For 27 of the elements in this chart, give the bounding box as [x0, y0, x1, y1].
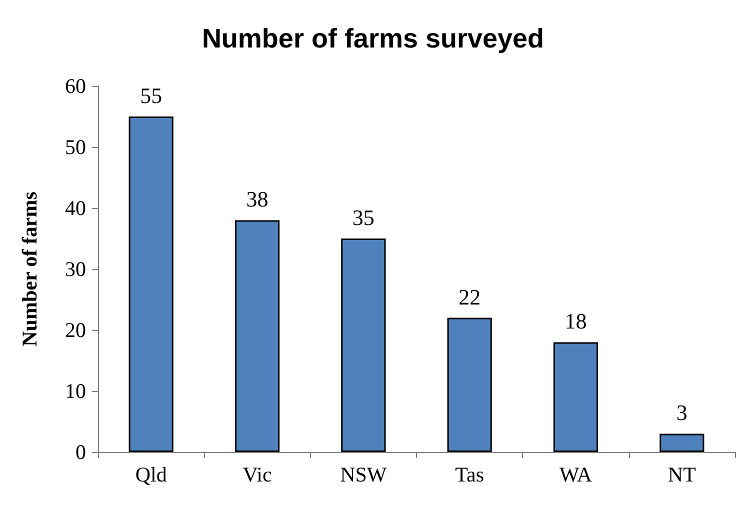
- x-tick-label: WA: [559, 462, 593, 486]
- y-tick-label: 50: [65, 135, 86, 159]
- y-tick-label: 30: [65, 257, 86, 281]
- x-tick-label: Tas: [455, 462, 484, 486]
- data-label: 3: [676, 400, 688, 426]
- bar: [341, 238, 386, 452]
- x-tick-label: NSW: [340, 462, 387, 486]
- y-axis-title: Number of farms: [18, 192, 42, 346]
- y-tick-label: 20: [65, 318, 86, 342]
- chart-title: Number of farms surveyed: [202, 24, 544, 54]
- bar: [447, 318, 492, 452]
- y-tick-label: 60: [65, 74, 86, 98]
- x-tick-label: NT: [668, 462, 696, 486]
- bar: [234, 220, 280, 452]
- y-tick-label: 10: [65, 379, 86, 403]
- y-tick-label: 40: [65, 196, 86, 220]
- data-label: 38: [246, 186, 268, 212]
- data-label: 18: [564, 308, 587, 334]
- x-tick-label: Vic: [242, 462, 272, 486]
- bar: [553, 342, 598, 452]
- bar: [660, 434, 704, 452]
- data-label: 55: [140, 83, 162, 108]
- data-label: 22: [458, 284, 481, 310]
- data-label: 35: [352, 205, 374, 230]
- y-tick-label: 0: [76, 440, 86, 464]
- bar: [128, 116, 174, 452]
- x-tick-label: Qld: [135, 462, 168, 486]
